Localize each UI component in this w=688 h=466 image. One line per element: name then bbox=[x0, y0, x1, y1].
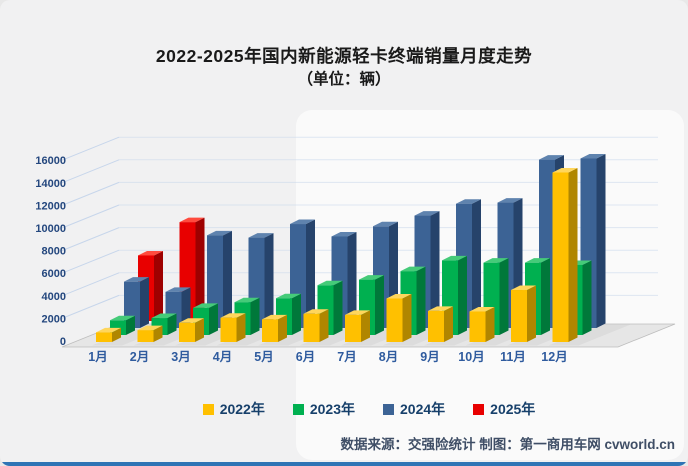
bottom-accent-bar bbox=[0, 462, 688, 466]
svg-text:2000: 2000 bbox=[42, 313, 66, 325]
svg-text:6月: 6月 bbox=[296, 350, 315, 364]
legend-label-2025: 2025年 bbox=[490, 401, 536, 417]
svg-text:1月: 1月 bbox=[88, 350, 107, 364]
svg-text:10000: 10000 bbox=[35, 223, 66, 235]
chart-title-unit: （单位：辆） bbox=[297, 71, 391, 88]
legend-item-2023: 2023年 bbox=[292, 399, 355, 419]
legend-item-2022: 2022年 bbox=[202, 399, 265, 419]
legend-swatch-2024 bbox=[383, 403, 394, 415]
svg-text:0: 0 bbox=[60, 336, 66, 348]
svg-text:8000: 8000 bbox=[42, 246, 66, 258]
svg-text:2月: 2月 bbox=[130, 350, 149, 364]
svg-text:16000: 16000 bbox=[35, 155, 66, 167]
svg-text:3月: 3月 bbox=[171, 350, 190, 364]
legend-label-2023: 2023年 bbox=[309, 401, 355, 417]
chart-title-line1: 2022-2025年国内新能源轻卡终端销量月度走势 bbox=[155, 46, 533, 66]
svg-text:12000: 12000 bbox=[35, 200, 66, 212]
svg-text:6000: 6000 bbox=[42, 268, 66, 280]
svg-text:4月: 4月 bbox=[213, 350, 232, 364]
legend-label-2022: 2022年 bbox=[219, 401, 265, 417]
chart-title: 2022-2025年国内新能源轻卡终端销量月度走势 （单位：辆） bbox=[0, 44, 688, 92]
source-credit: 数据来源：交强险统计 制图：第一商用车网 cvworld.cn bbox=[340, 437, 675, 452]
legend-swatch-2025 bbox=[473, 403, 485, 415]
legend-swatch-2022 bbox=[202, 403, 214, 415]
svg-text:11月: 11月 bbox=[500, 350, 526, 364]
svg-text:7月: 7月 bbox=[337, 350, 356, 364]
svg-text:4000: 4000 bbox=[42, 291, 66, 303]
svg-text:5月: 5月 bbox=[254, 350, 273, 364]
legend-swatch-2023 bbox=[292, 403, 304, 415]
legend-item-2024: 2024年 bbox=[383, 399, 445, 419]
svg-text:9月: 9月 bbox=[420, 350, 439, 364]
legend-item-2025: 2025年 bbox=[473, 399, 535, 419]
chart-legend: 2022年 2023年 2024年 2025年 bbox=[70, 399, 668, 419]
svg-text:12月: 12月 bbox=[541, 350, 567, 364]
svg-text:10月: 10月 bbox=[458, 350, 484, 364]
legend-label-2024: 2024年 bbox=[400, 401, 446, 417]
svg-text:14000: 14000 bbox=[35, 178, 66, 190]
svg-text:8月: 8月 bbox=[379, 350, 398, 364]
